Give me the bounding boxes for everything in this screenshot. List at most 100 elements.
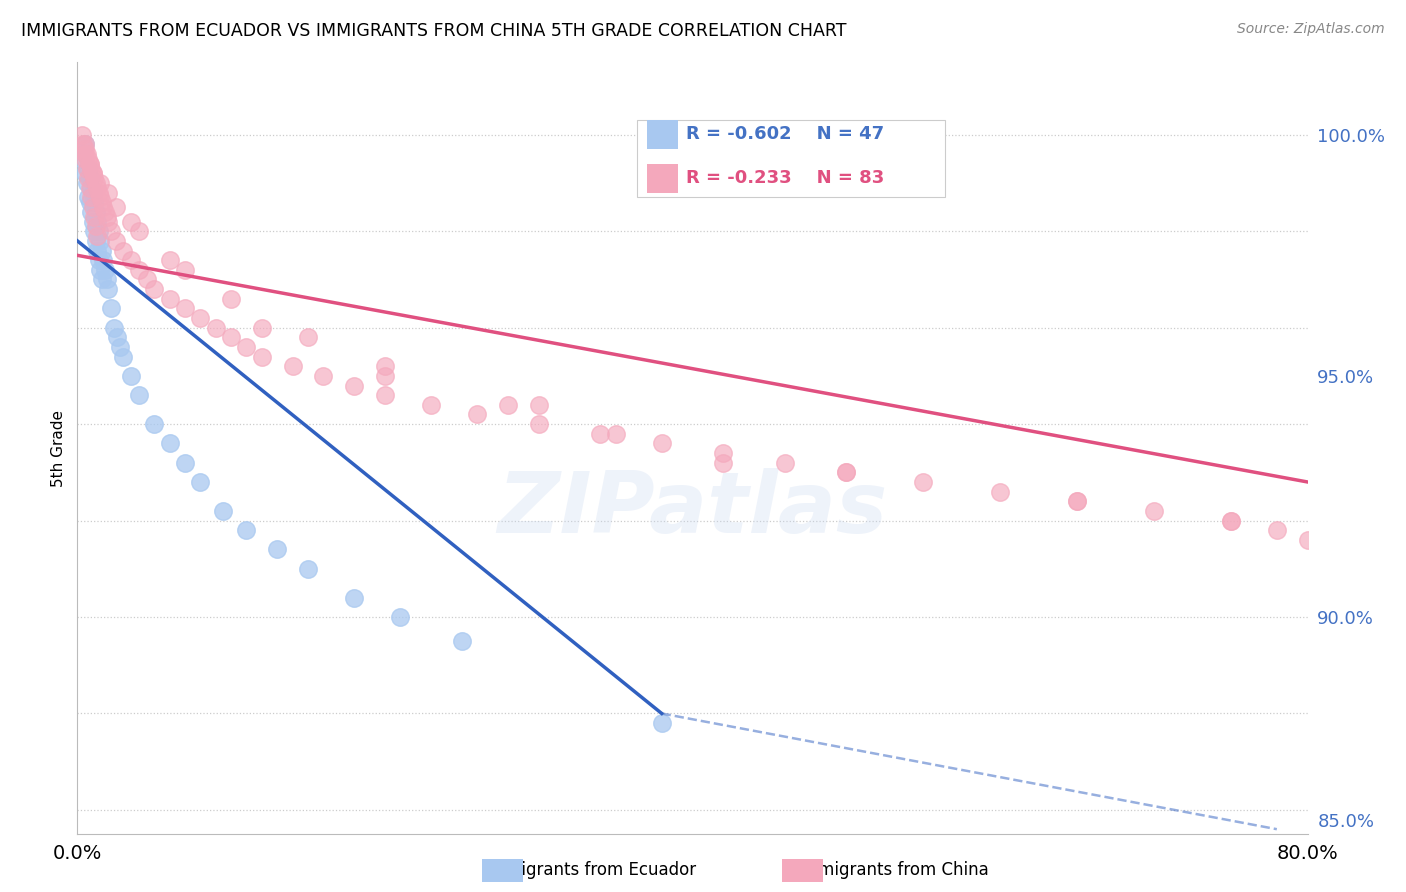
Point — [94, 262, 117, 277]
Point — [73, 147, 96, 161]
Point — [82, 166, 104, 180]
Point — [97, 214, 120, 228]
Point — [103, 320, 125, 334]
Point — [651, 436, 673, 450]
Point — [297, 562, 319, 576]
Point — [82, 186, 104, 200]
Point — [527, 398, 550, 412]
Point — [343, 378, 366, 392]
Point — [1265, 523, 1288, 537]
Point — [82, 214, 104, 228]
Point — [1066, 494, 1088, 508]
Point — [89, 262, 111, 277]
Point — [94, 205, 117, 219]
Point — [89, 176, 111, 190]
Point — [77, 171, 100, 186]
Point — [128, 388, 150, 402]
Point — [174, 301, 197, 316]
Point — [97, 186, 120, 200]
Point — [84, 219, 107, 234]
Point — [70, 152, 93, 166]
Point — [96, 272, 118, 286]
Point — [204, 320, 226, 334]
Point — [450, 634, 472, 648]
Point — [128, 224, 150, 238]
Point — [80, 181, 103, 195]
Point — [83, 171, 105, 186]
Point — [266, 542, 288, 557]
Point — [73, 166, 96, 180]
Point — [77, 161, 100, 176]
Text: Immigrants from China: Immigrants from China — [797, 861, 988, 879]
Point — [96, 210, 118, 224]
Point — [76, 147, 98, 161]
Point — [1143, 504, 1166, 518]
Point — [235, 340, 257, 354]
Point — [100, 224, 122, 238]
Point — [312, 368, 335, 383]
Point — [143, 282, 166, 296]
Point — [389, 610, 412, 624]
Point — [86, 181, 108, 195]
Bar — [647, 120, 678, 149]
Point — [773, 456, 796, 470]
Point — [90, 195, 114, 210]
Point — [80, 161, 103, 176]
Point — [112, 350, 135, 364]
Point — [120, 253, 142, 268]
Point — [605, 426, 627, 441]
Point — [143, 417, 166, 431]
Point — [235, 523, 257, 537]
Point — [100, 301, 122, 316]
Point — [120, 214, 142, 228]
Point — [97, 282, 120, 296]
Point — [79, 157, 101, 171]
Point — [159, 436, 181, 450]
Point — [112, 244, 135, 258]
Point — [1219, 514, 1241, 528]
Point — [76, 176, 98, 190]
Point — [212, 504, 235, 518]
Point — [174, 456, 197, 470]
Bar — [637, 120, 945, 197]
Point — [73, 137, 96, 152]
Point — [711, 446, 734, 460]
Point — [79, 157, 101, 171]
Bar — [647, 163, 678, 193]
Point — [711, 456, 734, 470]
Point — [83, 210, 105, 224]
Point — [86, 244, 108, 258]
Point — [651, 716, 673, 731]
Point — [77, 190, 100, 204]
Point — [87, 224, 110, 238]
Point — [83, 224, 105, 238]
Point — [128, 262, 150, 277]
Point — [527, 417, 550, 431]
Point — [1066, 494, 1088, 508]
Point — [84, 205, 107, 219]
Point — [374, 388, 396, 402]
Point — [343, 591, 366, 605]
Point — [219, 330, 242, 344]
Text: Source: ZipAtlas.com: Source: ZipAtlas.com — [1237, 22, 1385, 37]
Point — [988, 484, 1011, 499]
Point — [73, 142, 96, 156]
Point — [83, 195, 105, 210]
Point — [80, 190, 103, 204]
Point — [93, 200, 115, 214]
Text: R = -0.233    N = 83: R = -0.233 N = 83 — [686, 169, 884, 187]
Point — [84, 234, 107, 248]
Point — [159, 253, 181, 268]
Point — [912, 475, 935, 489]
Point — [82, 166, 104, 180]
Point — [374, 368, 396, 383]
Point — [496, 398, 519, 412]
Point — [188, 311, 212, 326]
Point — [87, 186, 110, 200]
Point — [79, 195, 101, 210]
Point — [1219, 514, 1241, 528]
Point — [87, 253, 110, 268]
Text: IMMIGRANTS FROM ECUADOR VS IMMIGRANTS FROM CHINA 5TH GRADE CORRELATION CHART: IMMIGRANTS FROM ECUADOR VS IMMIGRANTS FR… — [21, 22, 846, 40]
Point — [120, 368, 142, 383]
Point — [89, 234, 111, 248]
